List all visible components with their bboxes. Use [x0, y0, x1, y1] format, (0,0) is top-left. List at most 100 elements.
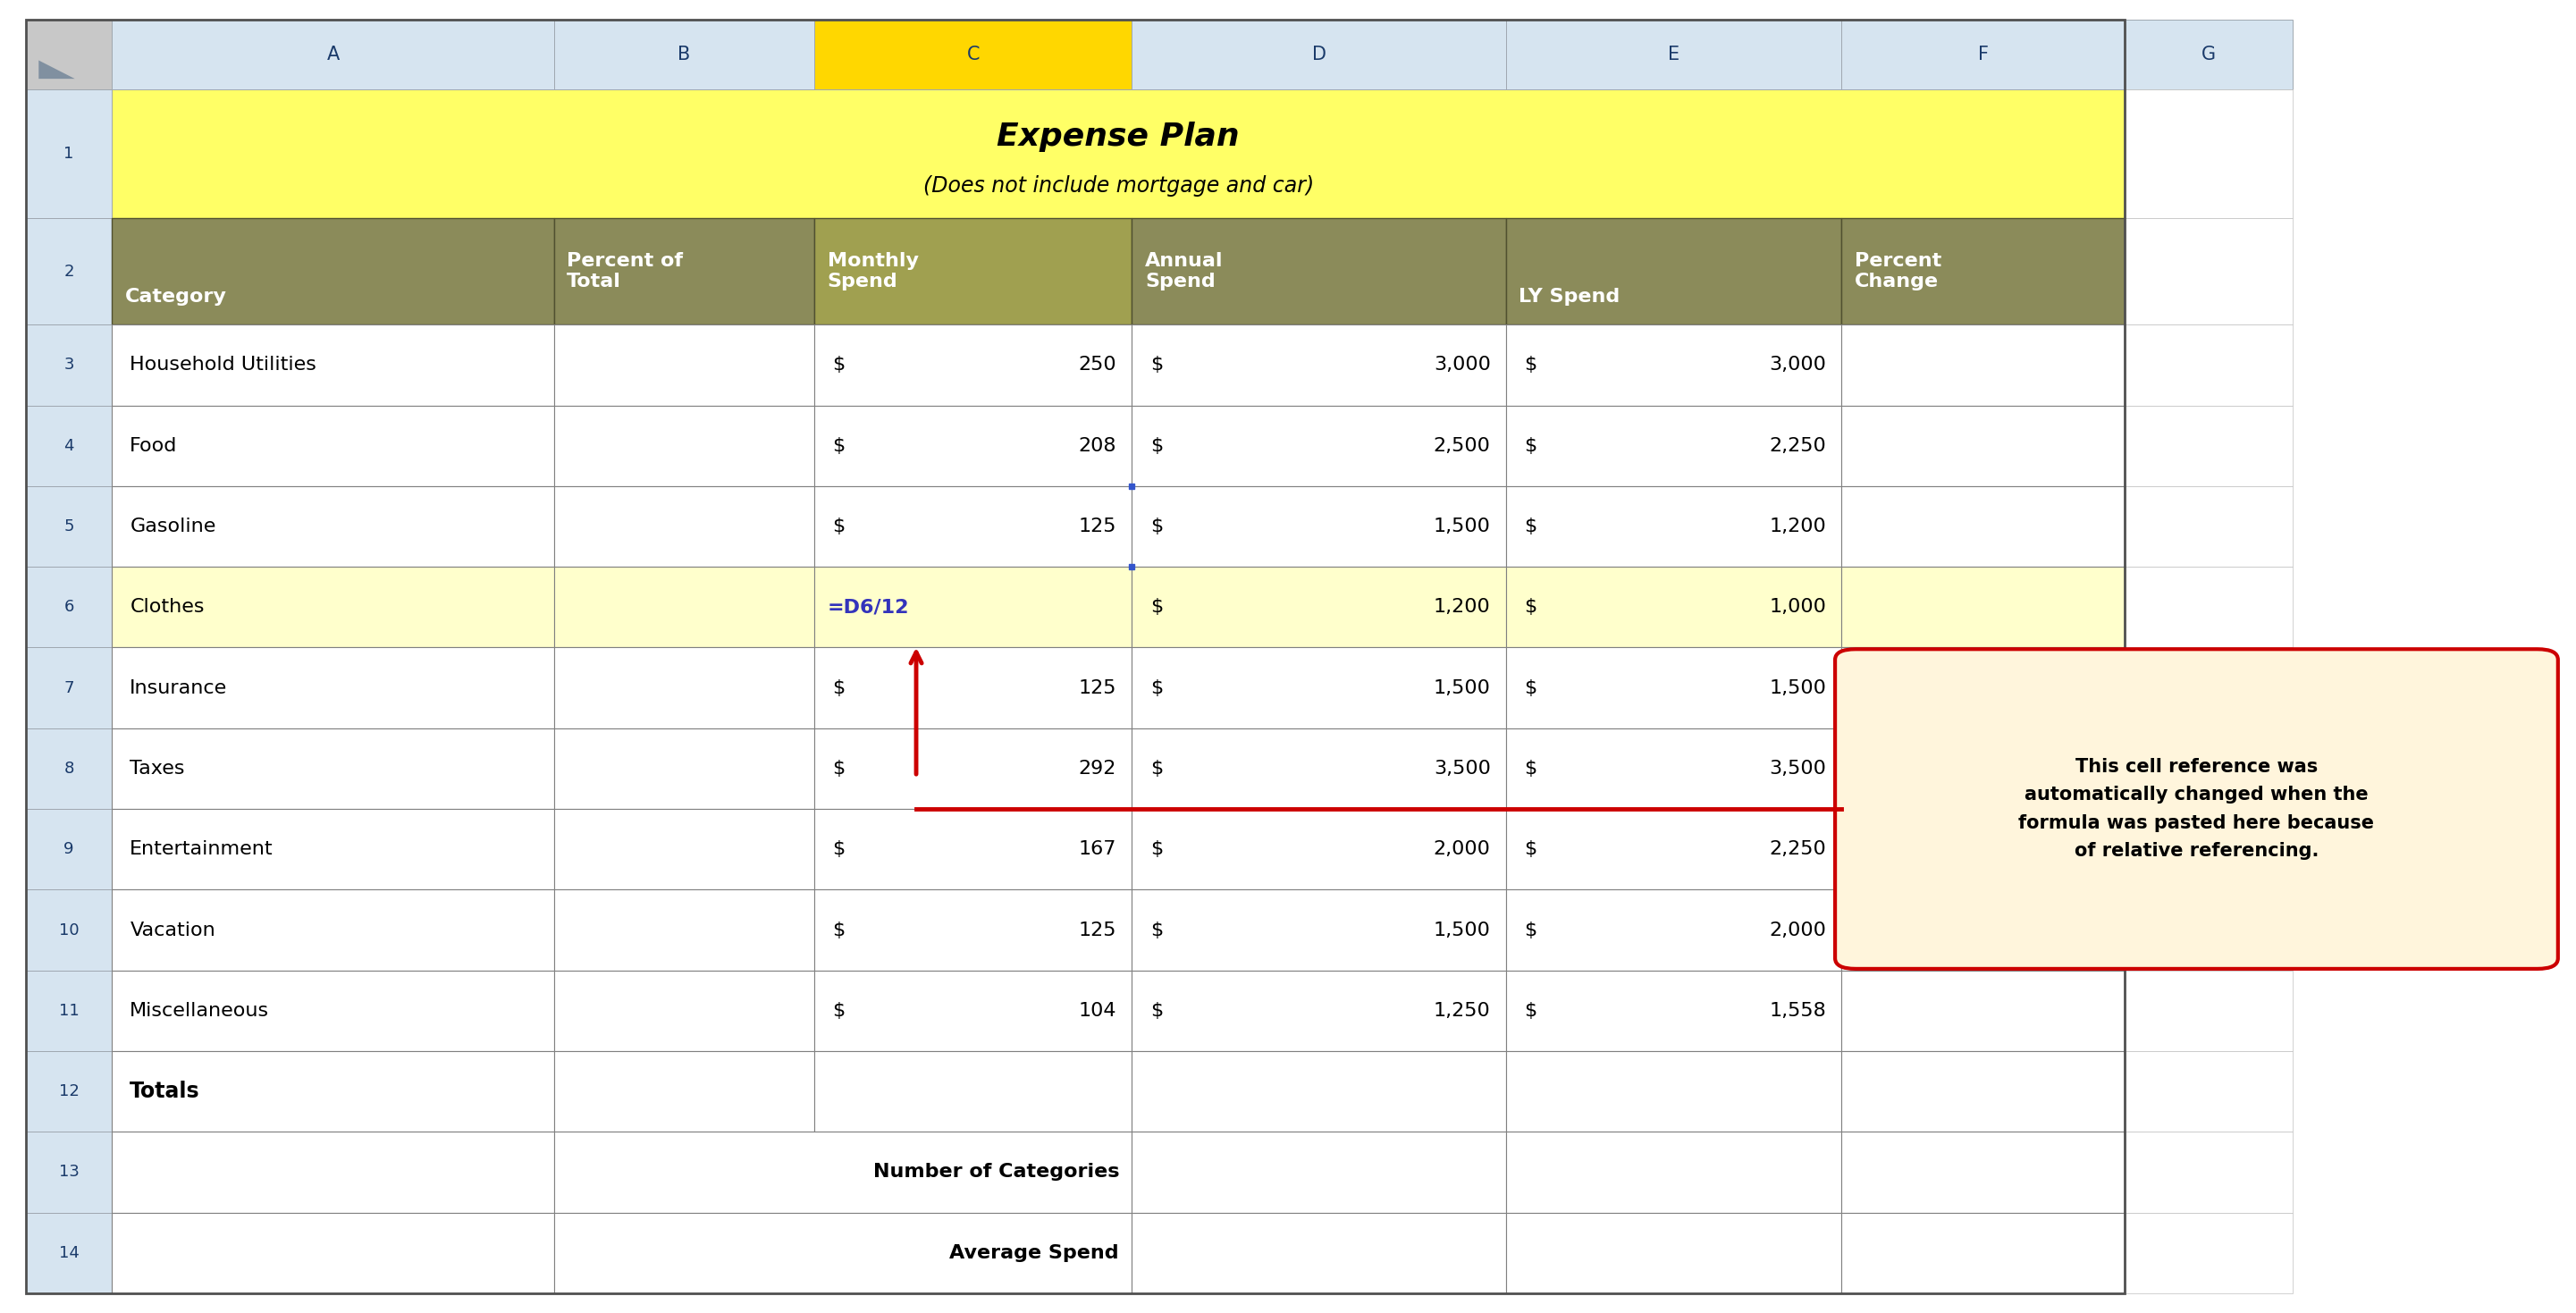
Bar	[554, 218, 814, 324]
FancyBboxPatch shape	[1834, 649, 2558, 969]
Text: Insurance: Insurance	[129, 679, 227, 697]
Bar	[1131, 890, 1507, 970]
Text: $: $	[1525, 679, 1538, 697]
Text: Percent of
Total: Percent of Total	[567, 252, 683, 290]
Text: $: $	[832, 679, 845, 697]
Bar	[1842, 729, 2125, 809]
Bar	[1842, 20, 2125, 89]
Text: $: $	[1525, 1002, 1538, 1020]
Bar	[1842, 970, 2125, 1052]
Bar	[814, 890, 1131, 970]
Bar	[814, 20, 1131, 89]
Bar	[554, 1052, 814, 1132]
Text: 12: 12	[59, 1083, 80, 1099]
Text: $: $	[832, 840, 845, 859]
Text: $: $	[1149, 599, 1162, 616]
Text: Vacation: Vacation	[129, 922, 216, 939]
Bar	[1131, 1052, 1507, 1132]
Text: 7: 7	[64, 680, 75, 696]
Text: 9: 9	[64, 842, 75, 857]
Text: 1,500: 1,500	[1432, 517, 1492, 536]
Bar	[554, 1213, 1131, 1293]
Bar	[2125, 1132, 2293, 1213]
Text: Totals: Totals	[129, 1081, 201, 1102]
Text: $: $	[1525, 840, 1538, 859]
Bar	[111, 729, 554, 809]
Bar	[1842, 567, 2125, 647]
Bar	[554, 647, 814, 729]
Text: 1,500: 1,500	[1770, 679, 1826, 697]
Bar	[111, 89, 2125, 218]
Bar	[111, 970, 554, 1052]
Text: Entertainment: Entertainment	[129, 840, 273, 859]
Bar	[1842, 486, 2125, 567]
Bar	[1842, 1052, 2125, 1132]
Text: $: $	[1525, 517, 1538, 536]
Bar	[554, 1132, 1131, 1213]
Bar	[26, 1132, 111, 1213]
Text: 125: 125	[1079, 517, 1115, 536]
Text: $: $	[832, 922, 845, 939]
Bar	[111, 809, 554, 890]
Bar	[1507, 809, 1842, 890]
Bar	[26, 20, 2125, 1293]
Text: $: $	[832, 1002, 845, 1020]
Bar	[2125, 890, 2293, 970]
Text: 2,250: 2,250	[1770, 437, 1826, 454]
Bar	[554, 809, 814, 890]
Text: $: $	[1149, 922, 1162, 939]
Text: 292: 292	[1079, 760, 1115, 777]
Text: 1,000: 1,000	[1770, 599, 1826, 616]
Bar	[814, 970, 1131, 1052]
Text: F: F	[1978, 46, 1989, 63]
Bar	[2125, 324, 2293, 406]
Bar	[1842, 809, 2125, 890]
Bar	[2125, 647, 2293, 729]
Bar	[1131, 486, 1507, 567]
Bar	[2125, 406, 2293, 486]
Bar	[26, 970, 111, 1052]
Bar	[26, 890, 111, 970]
Text: $: $	[832, 437, 845, 454]
Text: $: $	[1525, 599, 1538, 616]
Text: 3,500: 3,500	[1432, 760, 1492, 777]
Text: 6: 6	[64, 599, 75, 616]
Bar	[1131, 218, 1507, 324]
Bar	[1507, 218, 1842, 324]
Bar	[26, 1213, 111, 1293]
Text: Taxes: Taxes	[129, 760, 185, 777]
Text: 1,558: 1,558	[1770, 1002, 1826, 1020]
Bar	[814, 406, 1131, 486]
Text: Average Spend: Average Spend	[951, 1243, 1118, 1262]
Text: 2,500: 2,500	[1432, 437, 1492, 454]
Text: 2,000: 2,000	[1770, 922, 1826, 939]
Text: B: B	[677, 46, 690, 63]
Bar	[1507, 567, 1842, 647]
Bar	[1507, 890, 1842, 970]
Bar	[554, 890, 814, 970]
Bar	[1842, 218, 2125, 324]
Bar	[1131, 1132, 1507, 1213]
Bar	[26, 567, 111, 647]
Text: 125: 125	[1079, 679, 1115, 697]
Text: 250: 250	[1079, 356, 1115, 374]
Text: 11: 11	[59, 1003, 80, 1019]
Polygon shape	[39, 60, 75, 79]
Bar	[554, 567, 814, 647]
Bar	[1507, 406, 1842, 486]
Text: Annual
Spend: Annual Spend	[1144, 252, 1224, 290]
Bar	[2125, 567, 2293, 647]
Bar	[26, 218, 111, 324]
Text: 2,000: 2,000	[1432, 840, 1492, 859]
Bar	[26, 809, 111, 890]
Text: 167: 167	[1079, 840, 1115, 859]
Bar	[1507, 970, 1842, 1052]
Bar	[26, 1052, 111, 1132]
Text: 2,250: 2,250	[1770, 840, 1826, 859]
Bar	[1507, 20, 1842, 89]
Bar	[814, 809, 1131, 890]
Text: 3,000: 3,000	[1770, 356, 1826, 374]
Bar	[1131, 20, 1507, 89]
Bar	[2125, 218, 2293, 324]
Text: $: $	[1149, 517, 1162, 536]
